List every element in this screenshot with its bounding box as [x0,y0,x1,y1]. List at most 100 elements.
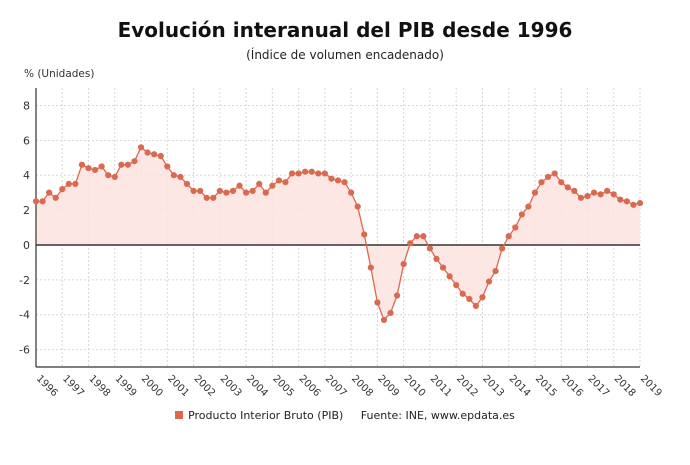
data-point [164,163,171,170]
y-tick-label: -6 [19,344,30,357]
data-point [269,182,276,189]
data-point [472,302,479,310]
data-point [137,144,145,151]
data-point [170,172,177,179]
data-point [407,240,414,247]
x-tick-label: 2010 [402,373,428,399]
data-point [367,264,374,271]
data-point [85,165,92,172]
x-tick-label: 2006 [296,373,322,399]
data-point [354,203,361,210]
data-point [426,245,434,252]
x-tick-label: 1998 [86,373,112,399]
data-point [78,161,86,168]
y-tick-label: 2 [23,204,30,217]
y-tick-label: -4 [19,309,30,322]
legend-label: Producto Interior Bruto (PIB) [188,409,344,422]
data-point [105,172,112,179]
x-tick-label: 2013 [480,373,506,399]
x-tick-label: 1999 [113,373,139,399]
chart-title: Evolución interanual del PIB desde 1996 [117,18,573,42]
x-tick-label: 2004 [244,373,270,399]
x-tick-label: 2016 [559,373,585,399]
y-tick-label: 0 [23,239,30,252]
legend-swatch [175,411,184,419]
y-tick-label: 4 [23,169,30,182]
data-point [262,189,269,196]
data-point [361,231,368,238]
data-point [525,203,532,210]
data-point [236,182,243,189]
data-point [229,187,237,194]
data-point [59,186,66,193]
x-tick-label: 2011 [428,373,454,399]
data-point [571,187,578,194]
data-point [190,187,197,194]
data-point [636,199,644,207]
data-point [538,179,545,186]
data-point [249,187,256,194]
data-point [302,168,309,175]
data-point [242,189,250,196]
data-point [131,158,138,165]
x-tick-label: 2019 [638,373,664,399]
x-tick-label: 2001 [165,373,191,399]
data-point [144,149,151,156]
x-tick-label: 2015 [533,373,559,399]
x-tick-label: 2005 [270,373,296,399]
x-tick-label: 2014 [507,373,533,399]
data-point [551,170,558,177]
x-tick-label: 1996 [34,373,60,399]
data-point [72,180,79,188]
data-point [505,233,512,240]
data-point [531,189,539,196]
data-point [32,198,40,205]
data-point [223,189,230,196]
data-point [439,264,447,271]
data-point [210,194,217,201]
y-tick-label: 8 [23,99,30,112]
data-point [151,151,158,158]
y-axis-label: % (Unidades) [24,68,95,80]
y-tick-label: 6 [23,134,30,147]
x-tick-label: 2008 [349,373,375,399]
data-point [183,180,191,188]
data-point [485,278,493,285]
x-tick-label: 2017 [585,373,611,399]
data-point [400,261,407,268]
data-point [46,189,53,196]
data-point [295,170,302,177]
data-point [308,168,315,175]
data-point [282,179,289,186]
data-point [623,198,630,205]
data-point [157,152,164,160]
data-point [197,187,204,194]
x-tick-label: 2002 [191,373,217,399]
data-point [558,179,565,186]
data-point [544,173,552,181]
data-point [617,196,624,203]
data-point [341,179,348,186]
data-point [597,191,604,198]
data-point [315,170,322,177]
data-point [564,184,571,191]
data-point [256,180,263,188]
data-point [393,292,401,299]
data-point [334,177,342,184]
data-point [604,187,611,194]
y-tick-label: -2 [19,274,30,287]
data-point [65,180,72,188]
x-tick-label: 2018 [612,373,638,399]
data-point [466,295,473,303]
data-point [177,173,184,181]
data-point [374,299,381,306]
data-point [446,273,453,280]
data-point [328,175,335,182]
data-point [610,191,617,198]
legend: Producto Interior Bruto (PIB) Fuente: IN… [0,409,690,422]
data-point [348,189,355,196]
data-point [433,255,440,262]
data-point [98,163,105,170]
data-point [479,294,486,301]
data-point [52,194,59,201]
